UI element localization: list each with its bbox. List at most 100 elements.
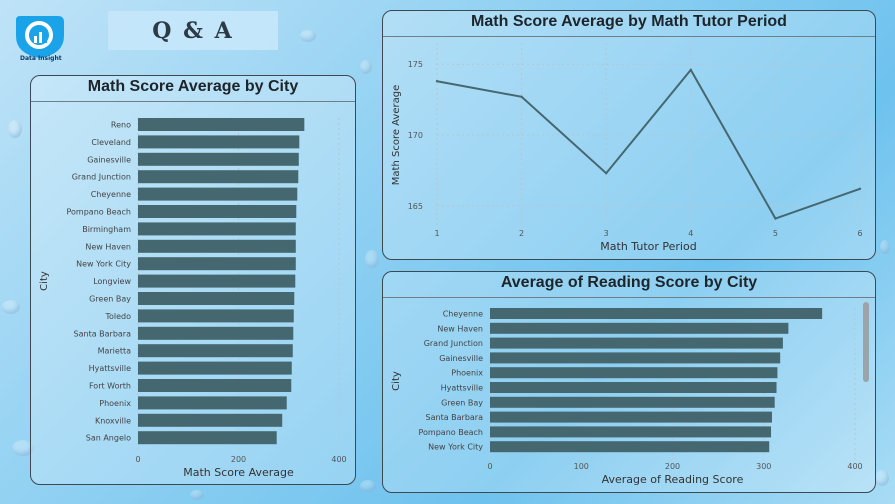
x-tick-label: 400 bbox=[847, 462, 862, 471]
y-axis-title: Math Score Average bbox=[391, 85, 402, 185]
category-label: Gainesville bbox=[439, 354, 483, 363]
x-tick-label: 3 bbox=[604, 229, 609, 238]
math-by-city-panel[interactable]: Math Score Average by City 0 200 400 Reno Cl… bbox=[30, 75, 356, 485]
category-label: Green Bay bbox=[441, 398, 483, 407]
y-tick-label: 165 bbox=[408, 202, 423, 211]
category-label: Phoenix bbox=[451, 369, 483, 378]
category-label: Grand Junction bbox=[424, 339, 483, 348]
bar bbox=[138, 396, 287, 410]
bar bbox=[138, 152, 299, 166]
bar bbox=[490, 337, 783, 349]
bar bbox=[138, 187, 298, 201]
bar bbox=[138, 257, 296, 271]
category-label: Hyattsville bbox=[89, 364, 131, 373]
bar bbox=[138, 413, 283, 427]
y-tick-label: 175 bbox=[408, 60, 423, 69]
bar bbox=[490, 411, 772, 423]
bar bbox=[138, 361, 292, 375]
reading-by-city-panel[interactable]: Average of Reading Score by City 0 100 200… bbox=[382, 271, 876, 493]
category-label: Fort Worth bbox=[89, 382, 131, 391]
x-tick-label: 0 bbox=[487, 462, 492, 471]
chart-title: Math Score Average by Math Tutor Period bbox=[471, 13, 787, 30]
bar bbox=[138, 431, 277, 445]
category-label: Pompano Beach bbox=[67, 208, 132, 217]
y-axis-title: City bbox=[391, 371, 402, 391]
page-title[interactable]: Q & A bbox=[108, 11, 278, 50]
bar bbox=[138, 326, 294, 340]
bar bbox=[490, 352, 781, 364]
bar bbox=[138, 222, 296, 236]
bar bbox=[138, 292, 295, 305]
category-label: Hyattsville bbox=[441, 384, 483, 393]
chart-title: Average of Reading Score by City bbox=[500, 274, 758, 291]
y-tick-label: 170 bbox=[408, 131, 423, 140]
bar bbox=[490, 441, 770, 453]
x-axis-title: Average of Reading Score bbox=[602, 473, 744, 486]
bar bbox=[138, 309, 294, 323]
category-label: Phoenix bbox=[99, 399, 131, 408]
category-label: Gainesville bbox=[87, 155, 131, 164]
y-axis-title: City bbox=[39, 271, 50, 291]
category-label: New York City bbox=[76, 260, 131, 269]
category-label: Toledo bbox=[104, 312, 131, 321]
bar bbox=[490, 322, 789, 334]
x-tick-label: 200 bbox=[231, 455, 246, 464]
x-tick-label: 0 bbox=[135, 455, 140, 464]
x-tick-label: 200 bbox=[665, 462, 680, 471]
title-divider bbox=[383, 36, 875, 37]
bar bbox=[490, 382, 777, 393]
data-insight-logo-icon bbox=[14, 12, 66, 64]
title-divider bbox=[383, 297, 875, 298]
category-label: New Haven bbox=[85, 242, 131, 251]
x-axis-title: Math Score Average bbox=[183, 466, 294, 479]
bar bbox=[138, 135, 300, 149]
bar bbox=[138, 118, 305, 131]
data-point bbox=[774, 217, 777, 220]
logo-text: Data Insight bbox=[20, 55, 62, 62]
category-label: Knoxville bbox=[95, 416, 131, 425]
bar bbox=[138, 274, 296, 288]
data-point bbox=[605, 172, 608, 175]
x-tick-label: 5 bbox=[773, 229, 778, 238]
x-tick-label: 300 bbox=[756, 462, 771, 471]
bar bbox=[138, 379, 292, 392]
bar bbox=[138, 205, 297, 218]
category-label: Birmingham bbox=[82, 225, 131, 234]
category-label: Longview bbox=[93, 277, 131, 286]
x-tick-label: 2 bbox=[519, 229, 524, 238]
category-label: Cheyenne bbox=[443, 310, 483, 319]
x-axis-title: Math Tutor Period bbox=[600, 240, 696, 253]
chart-title: Math Score Average by City bbox=[87, 78, 299, 95]
data-point bbox=[435, 80, 439, 83]
bar bbox=[490, 367, 778, 379]
category-label: Cleveland bbox=[91, 138, 131, 147]
scrollbar[interactable] bbox=[863, 302, 869, 382]
x-tick-label: 4 bbox=[688, 229, 693, 238]
math-by-city-chart: 0 200 400 Reno Cleveland Gainesville Grand Jun… bbox=[39, 118, 347, 479]
category-label: New Haven bbox=[437, 324, 483, 333]
x-tick-label: 1 bbox=[434, 229, 439, 238]
category-label: Grand Junction bbox=[72, 173, 131, 182]
category-label: Santa Barbara bbox=[426, 413, 484, 422]
math-by-tutor-panel[interactable]: Math Score Average by Math Tutor Period … bbox=[382, 10, 876, 260]
math-by-tutor-chart: 165 170 175 1 2 3 4 5 6 Math Tutor Period Math Sco… bbox=[391, 43, 863, 253]
bar bbox=[490, 308, 823, 319]
category-label: New York City bbox=[428, 443, 483, 452]
category-label: Reno bbox=[111, 121, 131, 130]
category-label: Santa Barbara bbox=[74, 329, 132, 338]
x-tick-label: 6 bbox=[857, 229, 862, 238]
bar bbox=[138, 344, 293, 358]
category-label: Marietta bbox=[98, 347, 132, 356]
x-tick-label: 400 bbox=[331, 455, 346, 464]
data-point bbox=[520, 95, 523, 98]
bar bbox=[138, 239, 296, 253]
bar bbox=[490, 426, 772, 438]
series-line bbox=[436, 68, 861, 220]
bar bbox=[138, 170, 299, 184]
data-point bbox=[858, 187, 862, 190]
data-point bbox=[689, 68, 692, 72]
bar bbox=[490, 396, 775, 408]
category-label: Pompano Beach bbox=[419, 428, 484, 437]
category-label: Cheyenne bbox=[91, 190, 131, 199]
category-label: Green Bay bbox=[89, 295, 131, 304]
